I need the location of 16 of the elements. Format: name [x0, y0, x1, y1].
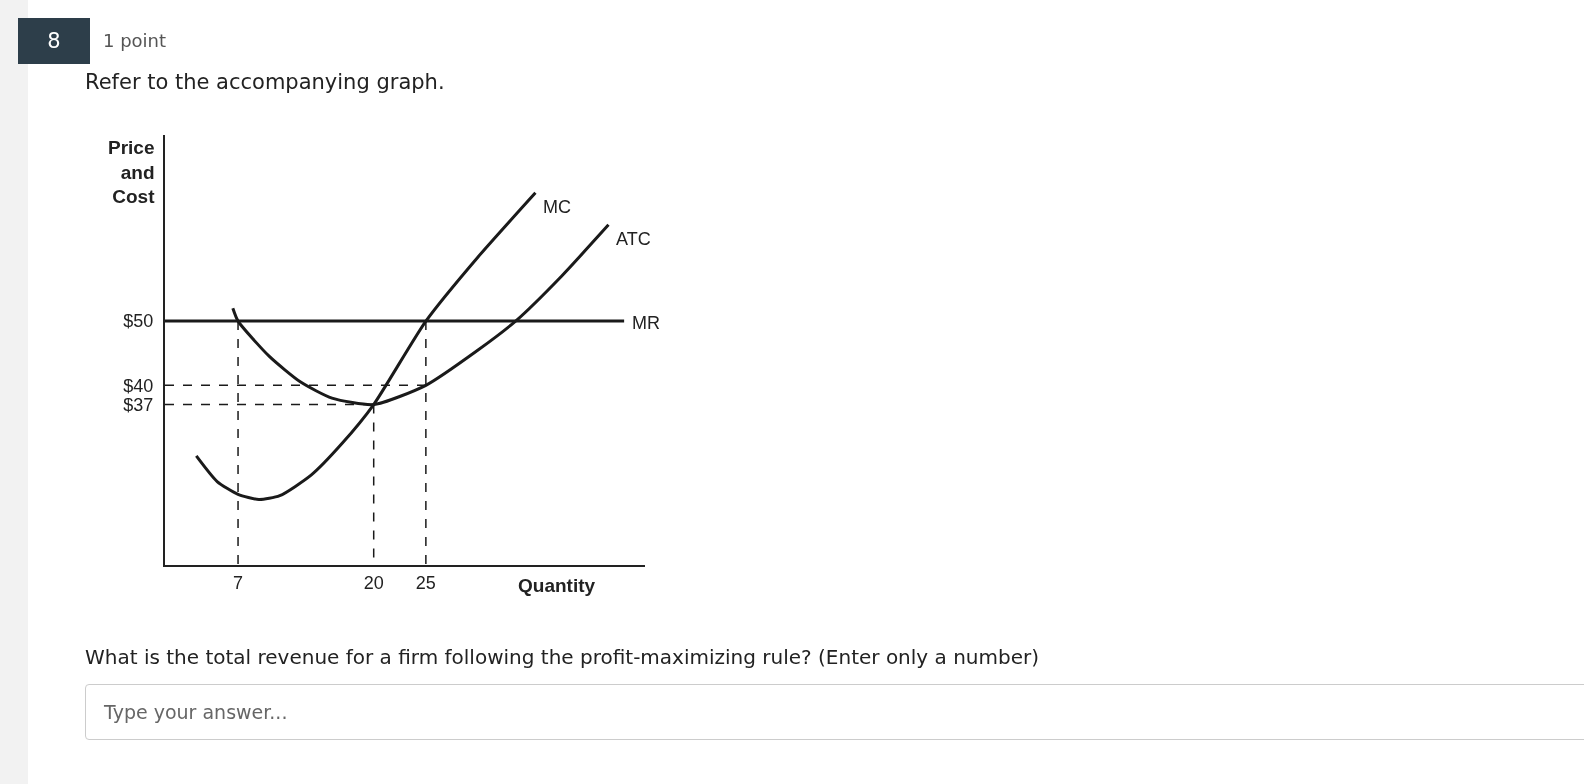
y-tick-label: $37 [123, 394, 154, 415]
x-tick-label: 20 [363, 572, 384, 593]
y-tick-label: $40 [123, 375, 154, 396]
series-label: ATC [616, 229, 651, 249]
text: 8 [18, 18, 90, 64]
series-label: MR [632, 313, 660, 333]
x-tick-label: 7 [233, 572, 244, 593]
text: What is the total revenue for a firm following the profit-maximizing rule? (Enter only a number) [85, 645, 1040, 669]
x-axis-title: Quantity [518, 575, 596, 596]
y-tick-label: $50 [123, 311, 154, 332]
text: Type your answer... [85, 684, 1584, 740]
series-label: MC [543, 197, 571, 217]
x-tick-label: 25 [415, 572, 436, 593]
chart-title: Refer to the accompanying graph. [85, 70, 445, 94]
y-axis-title: Price and Cost [108, 137, 156, 208]
text: 1 point [103, 30, 167, 51]
